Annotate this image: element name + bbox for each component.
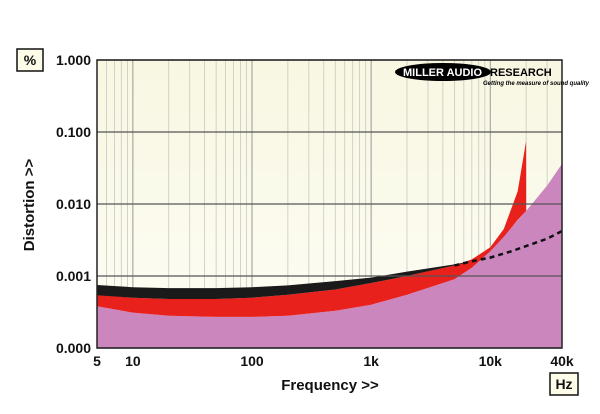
miller-audio-research-logo: MILLER AUDIO RESEARCH Getting the measur… — [395, 63, 590, 87]
x-tick-label: 1k — [363, 353, 379, 369]
x-unit-box: Hz — [549, 372, 579, 396]
pink-distortion-area — [97, 163, 562, 348]
y-unit-box: % — [16, 48, 44, 72]
x-tick-label: 10 — [125, 353, 141, 369]
dashed-distortion-line — [454, 229, 562, 267]
x-tick-label: 10k — [479, 353, 503, 369]
y-tick-labels: 0.000 0.001 0.010 0.100 1.000 — [56, 52, 91, 356]
x-tick-label: 100 — [240, 353, 264, 369]
x-tick-label: 5 — [93, 353, 101, 369]
y-tick-label: 0.010 — [56, 196, 91, 212]
red-distortion-band — [97, 141, 527, 317]
x-tick-labels: 5 10 100 1k 10k 40k — [93, 353, 574, 369]
y-tick-label: 0.001 — [56, 268, 91, 284]
x-tick-label: 40k — [550, 353, 574, 369]
y-tick-label: 1.000 — [56, 52, 91, 68]
y-axis-title: Distortion >> — [21, 159, 38, 252]
x-axis-title: Frequency >> — [281, 377, 379, 394]
logo-brand-left: MILLER AUDIO — [403, 67, 482, 79]
data-areas — [97, 141, 562, 348]
y-tick-label: 0.100 — [56, 124, 91, 140]
logo-brand-right: RESEARCH — [490, 67, 552, 79]
plot-border — [96, 59, 563, 349]
y-unit-label: % — [24, 52, 37, 68]
y-tick-label: 0.000 — [56, 340, 91, 356]
x-unit-label: Hz — [555, 376, 572, 392]
logo-tagline: Getting the measure of sound quality — [483, 81, 590, 87]
black-distortion-band — [97, 261, 472, 299]
